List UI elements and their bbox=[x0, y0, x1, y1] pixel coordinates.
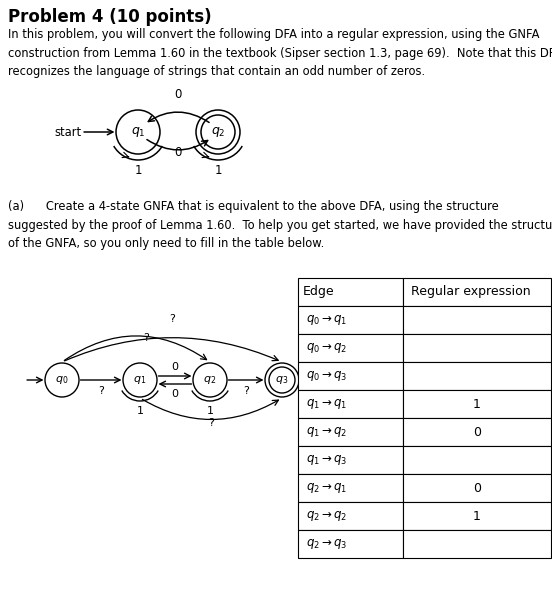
Bar bbox=[403, 362, 551, 390]
Bar bbox=[298, 334, 403, 362]
Text: Regular expression: Regular expression bbox=[411, 286, 530, 299]
Text: 1: 1 bbox=[134, 165, 142, 178]
Bar bbox=[403, 446, 551, 474]
Text: start: start bbox=[55, 125, 82, 138]
Bar bbox=[298, 362, 403, 390]
Text: $q_2 \rightarrow q_2$: $q_2 \rightarrow q_2$ bbox=[306, 509, 347, 523]
Text: $q_2 \rightarrow q_3$: $q_2 \rightarrow q_3$ bbox=[306, 537, 347, 551]
Bar bbox=[403, 418, 551, 446]
Bar bbox=[298, 502, 403, 530]
Text: $q_2$: $q_2$ bbox=[211, 125, 225, 139]
Text: $q_1$: $q_1$ bbox=[131, 125, 145, 139]
Text: 1: 1 bbox=[206, 406, 214, 416]
Bar bbox=[403, 306, 551, 334]
Bar bbox=[298, 474, 403, 502]
Text: 0: 0 bbox=[172, 362, 178, 372]
Text: $q_2 \rightarrow q_1$: $q_2 \rightarrow q_1$ bbox=[306, 481, 347, 495]
Text: $q_0$: $q_0$ bbox=[55, 374, 68, 386]
Bar bbox=[403, 390, 551, 418]
Text: 0: 0 bbox=[174, 146, 182, 159]
Bar bbox=[298, 446, 403, 474]
Text: 0: 0 bbox=[473, 482, 481, 494]
Text: ?: ? bbox=[243, 386, 249, 396]
Text: $q_3$: $q_3$ bbox=[275, 374, 289, 386]
Text: Problem 4 (10 points): Problem 4 (10 points) bbox=[8, 8, 211, 26]
Bar bbox=[298, 418, 403, 446]
Text: $q_1 \rightarrow q_3$: $q_1 \rightarrow q_3$ bbox=[306, 453, 347, 467]
Bar bbox=[298, 390, 403, 418]
Bar bbox=[403, 474, 551, 502]
Bar bbox=[403, 502, 551, 530]
Text: $q_0 \rightarrow q_2$: $q_0 \rightarrow q_2$ bbox=[306, 341, 347, 355]
Text: 0: 0 bbox=[172, 389, 178, 399]
Text: In this problem, you will convert the following DFA into a regular expression, u: In this problem, you will convert the fo… bbox=[8, 28, 552, 78]
Text: 0: 0 bbox=[174, 87, 182, 100]
Text: $q_1 \rightarrow q_2$: $q_1 \rightarrow q_2$ bbox=[306, 425, 347, 439]
Bar bbox=[403, 530, 551, 558]
Text: $q_1$: $q_1$ bbox=[134, 374, 147, 386]
Text: (a)      Create a 4-state GNFA that is equivalent to the above DFA, using the st: (a) Create a 4-state GNFA that is equiva… bbox=[8, 200, 552, 250]
Text: ?: ? bbox=[208, 418, 214, 428]
Text: 1: 1 bbox=[136, 406, 144, 416]
Text: ?: ? bbox=[169, 314, 175, 324]
Bar bbox=[298, 530, 403, 558]
Text: $q_1 \rightarrow q_1$: $q_1 \rightarrow q_1$ bbox=[306, 397, 347, 411]
Text: $q_2$: $q_2$ bbox=[203, 374, 216, 386]
Text: 0: 0 bbox=[473, 425, 481, 438]
Text: $q_0 \rightarrow q_1$: $q_0 \rightarrow q_1$ bbox=[306, 313, 347, 327]
Bar bbox=[298, 306, 403, 334]
Text: Edge: Edge bbox=[303, 286, 335, 299]
Text: 1: 1 bbox=[214, 165, 222, 178]
Bar bbox=[403, 278, 551, 306]
Text: ?: ? bbox=[143, 333, 149, 343]
Bar bbox=[403, 334, 551, 362]
Text: ?: ? bbox=[98, 386, 104, 396]
Bar bbox=[298, 278, 403, 306]
Text: $q_0 \rightarrow q_3$: $q_0 \rightarrow q_3$ bbox=[306, 369, 347, 383]
Text: 1: 1 bbox=[473, 397, 481, 410]
Text: 1: 1 bbox=[473, 510, 481, 523]
